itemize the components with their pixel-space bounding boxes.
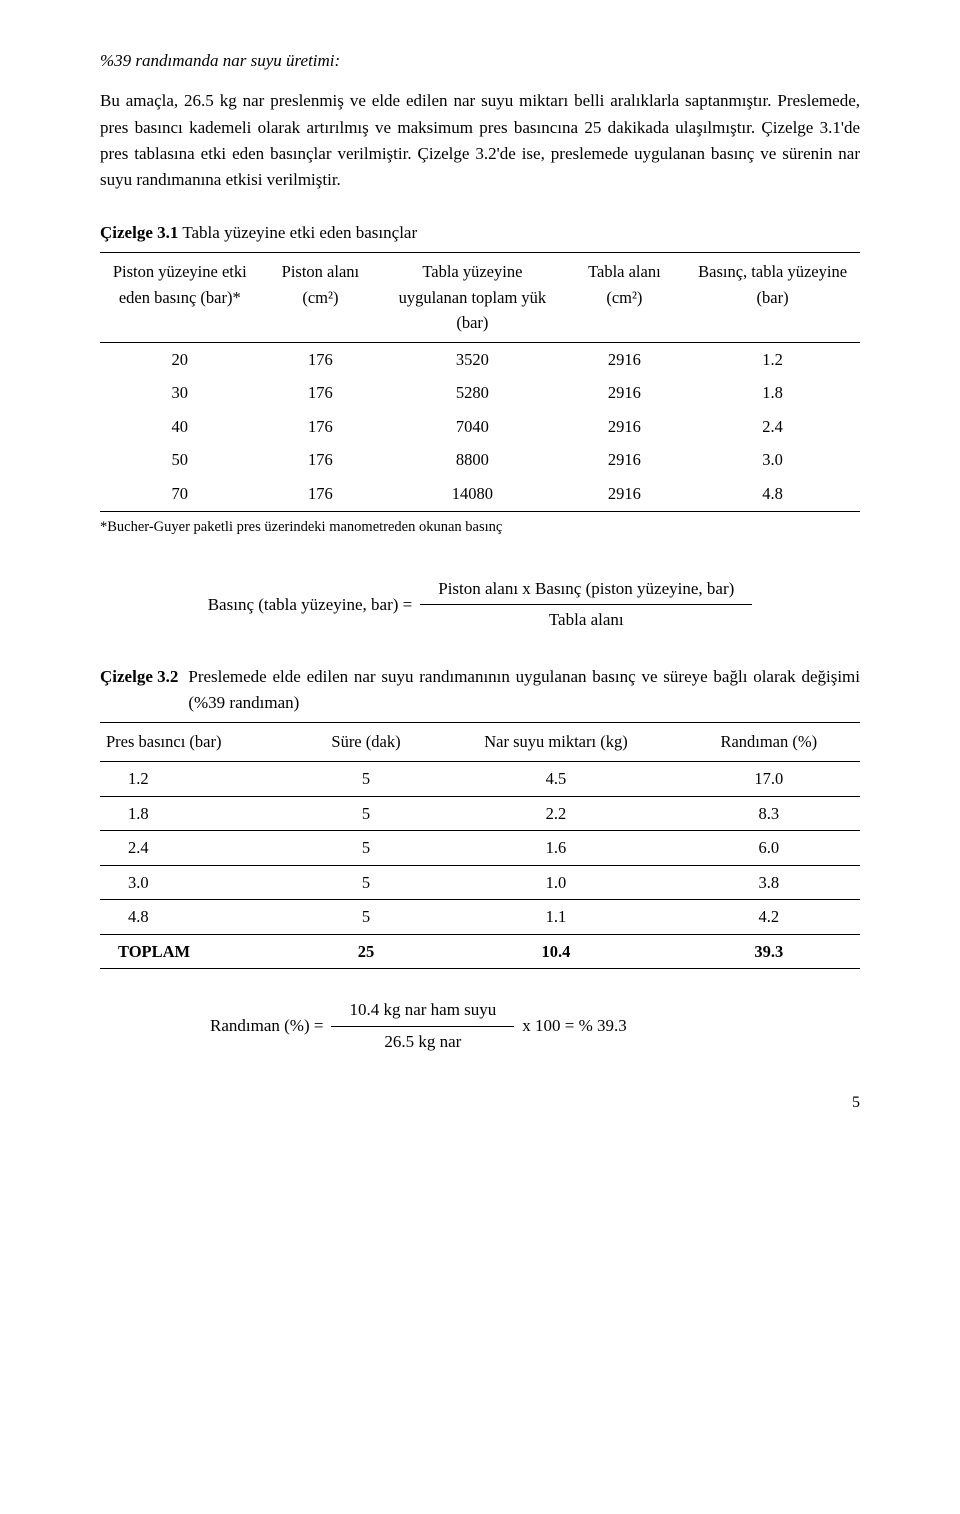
intro-paragraph: Bu amaçla, 26.5 kg nar preslenmiş ve eld…: [100, 88, 860, 193]
table-row: 40176704029162.4: [100, 410, 860, 444]
table-cell: 4.8: [685, 477, 860, 511]
formula1-fraction: Piston alanı x Basınç (piston yüzeyine, …: [420, 574, 752, 636]
table2-h1: Süre (dak): [298, 723, 435, 762]
table-cell: 1.0: [434, 865, 677, 900]
table-cell: 30: [100, 376, 260, 410]
table-cell: 2.4: [100, 831, 298, 866]
table-total-row: TOPLAM2510.439.3: [100, 934, 860, 969]
table-cell: 20: [100, 342, 260, 376]
table-cell: 1.8: [100, 796, 298, 831]
table1-h4: Basınç, tabla yüzeyine (bar): [685, 253, 860, 343]
table-cell: TOPLAM: [100, 934, 298, 969]
table-cell: 3520: [381, 342, 563, 376]
table2-h3: Randıman (%): [678, 723, 860, 762]
formula-yield: Randıman (%) = 10.4 kg nar ham suyu 26.5…: [210, 995, 860, 1057]
table-cell: 176: [260, 410, 382, 444]
table-row: 3.051.03.8: [100, 865, 860, 900]
table-cell: 14080: [381, 477, 563, 511]
formula2-lhs: Randıman (%) =: [210, 1013, 323, 1039]
table1-h2: Tabla yüzeyine uygulanan toplam yük (bar…: [381, 253, 563, 343]
table-cell: 4.5: [434, 761, 677, 796]
table-cell: 10.4: [434, 934, 677, 969]
table-cell: 4.8: [100, 900, 298, 935]
table1-caption-text: Tabla yüzeyine etki eden basınçlar: [182, 223, 417, 242]
formula2-rhs: x 100 = % 39.3: [522, 1013, 627, 1039]
formula1-num: Piston alanı x Basınç (piston yüzeyine, …: [420, 574, 752, 604]
formula1-lhs: Basınç (tabla yüzeyine, bar) =: [208, 592, 413, 618]
table2-caption: Çizelge 3.2 Preslemede elde edilen nar s…: [100, 664, 860, 717]
table2-h0: Pres basıncı (bar): [100, 723, 298, 762]
page-number: 5: [100, 1091, 860, 1116]
table-cell: 5: [298, 900, 435, 935]
table-cell: 176: [260, 443, 382, 477]
table-row: 1.852.28.3: [100, 796, 860, 831]
table-row: 50176880029163.0: [100, 443, 860, 477]
table-cell: 2916: [564, 376, 686, 410]
table-cell: 2916: [564, 342, 686, 376]
table-cell: 176: [260, 477, 382, 511]
table-cell: 40: [100, 410, 260, 444]
table-cell: 176: [260, 376, 382, 410]
table1-h0: Piston yüzeyine etki eden basınç (bar)*: [100, 253, 260, 343]
table-cell: 1.2: [685, 342, 860, 376]
table-cell: 176: [260, 342, 382, 376]
table-row: 4.851.14.2: [100, 900, 860, 935]
table-cell: 6.0: [678, 831, 860, 866]
table-cell: 3.0: [100, 865, 298, 900]
table2-body: 1.254.517.01.852.28.32.451.66.03.051.03.…: [100, 761, 860, 968]
table-row: 1.254.517.0: [100, 761, 860, 796]
table-cell: 39.3: [678, 934, 860, 969]
table1-caption-label: Çizelge 3.1: [100, 223, 178, 242]
formula-pressure: Basınç (tabla yüzeyine, bar) = Piston al…: [100, 574, 860, 636]
formula2-num: 10.4 kg nar ham suyu: [331, 995, 514, 1025]
formula1-den: Tabla alanı: [531, 605, 642, 635]
table-cell: 5280: [381, 376, 563, 410]
table-cell: 5: [298, 831, 435, 866]
table-cell: 1.1: [434, 900, 677, 935]
table-cell: 2916: [564, 477, 686, 511]
table-row: 701761408029164.8: [100, 477, 860, 511]
table2: Pres basıncı (bar) Süre (dak) Nar suyu m…: [100, 722, 860, 969]
table1-caption: Çizelge 3.1 Tabla yüzeyine etki eden bas…: [100, 220, 860, 246]
table-cell: 5: [298, 761, 435, 796]
table-cell: 3.0: [685, 443, 860, 477]
table-cell: 8800: [381, 443, 563, 477]
table-cell: 8.3: [678, 796, 860, 831]
table-cell: 3.8: [678, 865, 860, 900]
table1-body: 20176352029161.230176528029161.840176704…: [100, 342, 860, 511]
table-cell: 17.0: [678, 761, 860, 796]
table2-caption-label: Çizelge 3.2: [100, 664, 178, 690]
table1-h3: Tabla alanı (cm²): [564, 253, 686, 343]
section-heading: %39 randımanda nar suyu üretimi:: [100, 48, 860, 74]
table-cell: 1.6: [434, 831, 677, 866]
formula2-fraction: 10.4 kg nar ham suyu 26.5 kg nar: [331, 995, 514, 1057]
table-cell: 50: [100, 443, 260, 477]
table-row: 30176528029161.8: [100, 376, 860, 410]
table-cell: 2.4: [685, 410, 860, 444]
table-cell: 4.2: [678, 900, 860, 935]
table-cell: 5: [298, 796, 435, 831]
table1: Piston yüzeyine etki eden basınç (bar)* …: [100, 252, 860, 512]
table-cell: 5: [298, 865, 435, 900]
table1-footnote: *Bucher-Guyer paketli pres üzerindeki ma…: [100, 516, 860, 538]
table-row: 20176352029161.2: [100, 342, 860, 376]
table-cell: 25: [298, 934, 435, 969]
table-cell: 1.8: [685, 376, 860, 410]
table-row: 2.451.66.0: [100, 831, 860, 866]
formula2-den: 26.5 kg nar: [366, 1027, 479, 1057]
table1-h1: Piston alanı (cm²): [260, 253, 382, 343]
table-cell: 2.2: [434, 796, 677, 831]
table-cell: 2916: [564, 410, 686, 444]
table-cell: 70: [100, 477, 260, 511]
table-cell: 7040: [381, 410, 563, 444]
table2-caption-text: Preslemede elde edilen nar suyu randıman…: [188, 664, 860, 717]
table2-h2: Nar suyu miktarı (kg): [434, 723, 677, 762]
table-cell: 2916: [564, 443, 686, 477]
table-cell: 1.2: [100, 761, 298, 796]
